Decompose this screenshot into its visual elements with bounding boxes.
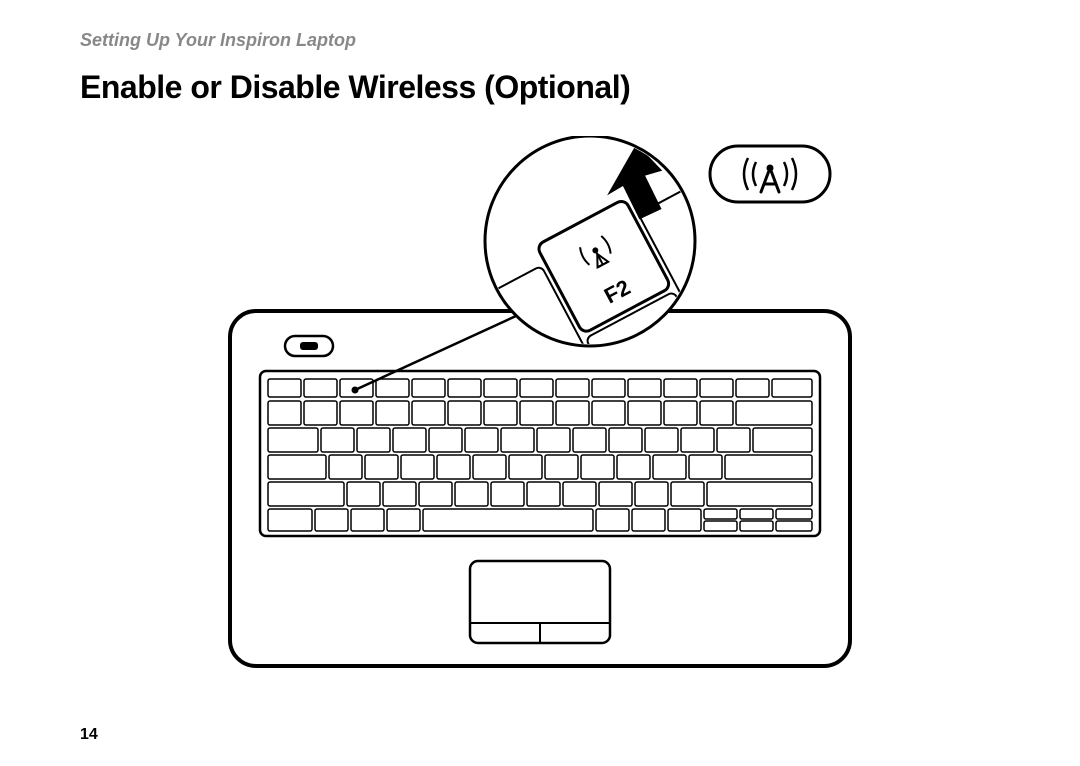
keyboard-row-4 — [268, 482, 812, 506]
wireless-badge — [710, 146, 830, 202]
keyboard-row-1 — [268, 401, 812, 425]
section-header: Setting Up Your Inspiron Laptop — [80, 30, 1000, 51]
power-button — [300, 342, 318, 350]
laptop-illustration: F2 — [190, 136, 890, 676]
keyboard-row-3 — [268, 455, 812, 479]
keyboard-row-fn — [268, 379, 812, 397]
page-number: 14 — [80, 726, 98, 744]
manual-page: Setting Up Your Inspiron Laptop Enable o… — [0, 0, 1080, 766]
page-title: Enable or Disable Wireless (Optional) — [80, 69, 1000, 106]
callout-leader-dot — [352, 387, 359, 394]
keyboard-row-2 — [268, 428, 812, 452]
laptop-svg: F2 — [190, 136, 890, 676]
